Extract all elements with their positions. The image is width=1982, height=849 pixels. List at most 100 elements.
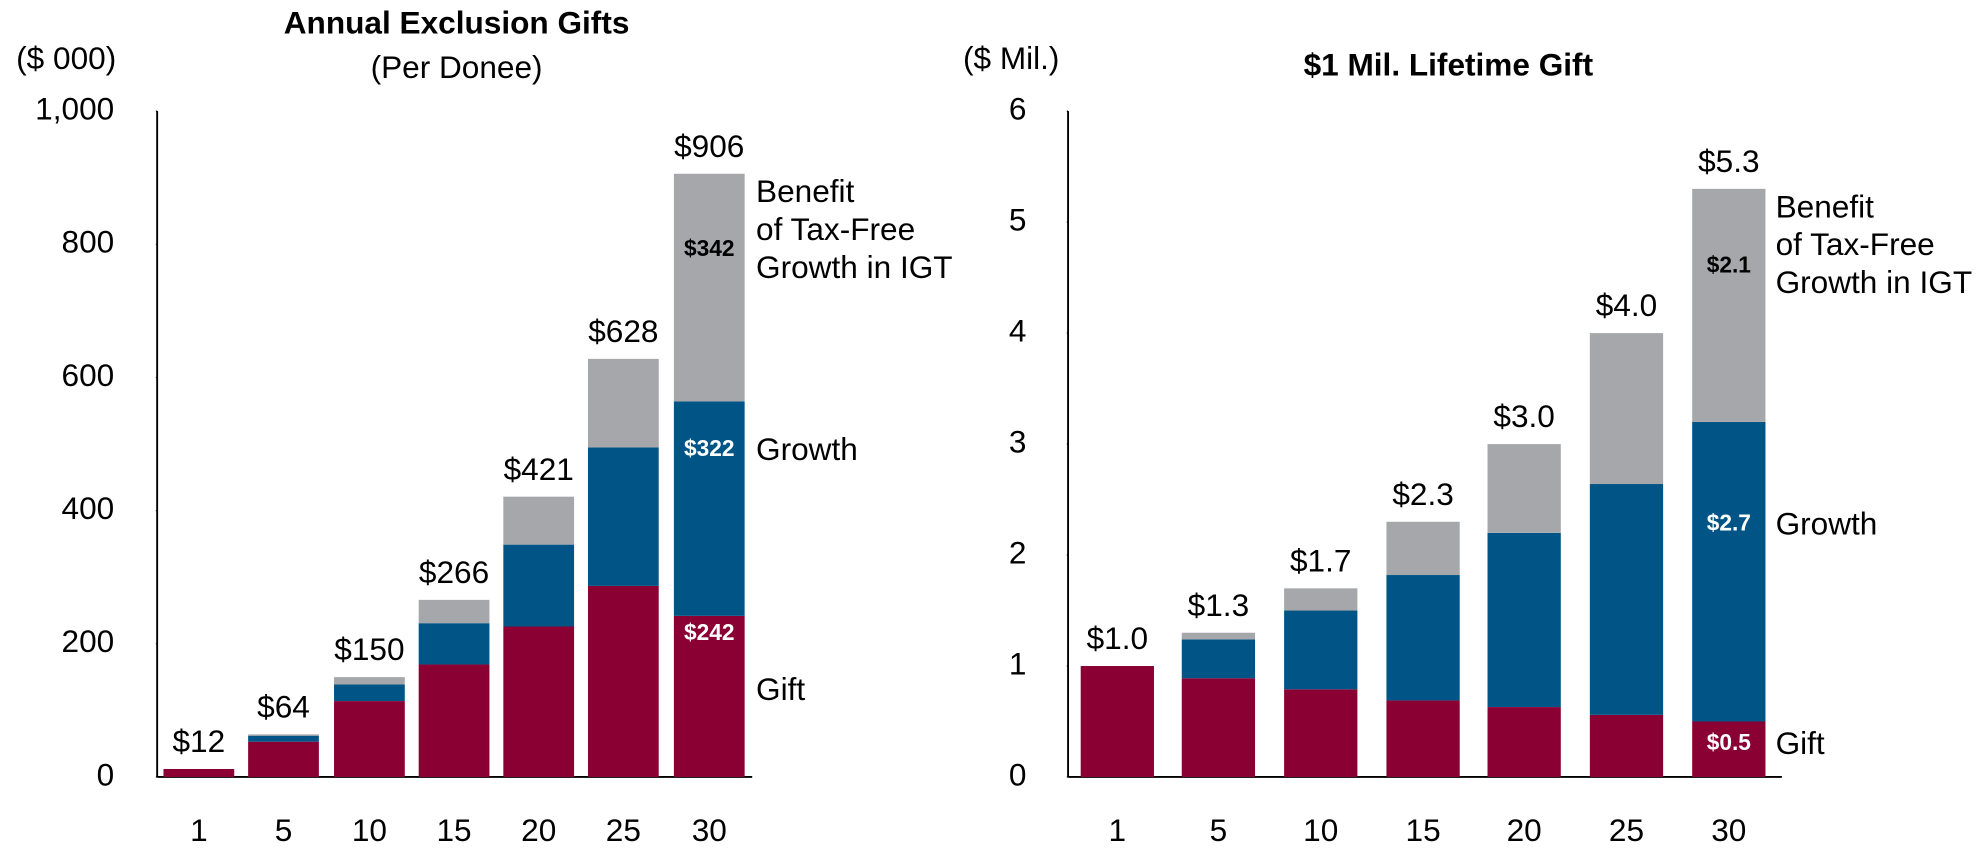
total-label: $906 (674, 128, 744, 164)
y-tick-label: 800 (62, 224, 115, 260)
bar-segment (1284, 689, 1358, 777)
bar-segment (418, 623, 490, 665)
total-label: $3.0 (1493, 398, 1554, 434)
bar-segment (1386, 575, 1460, 701)
y-tick-label: 400 (62, 490, 115, 526)
segment-label: $2.7 (1707, 509, 1751, 535)
total-label: $150 (334, 631, 404, 667)
y-tick-label: 2 (1009, 534, 1027, 570)
legend-label: Benefit of Tax-Free Growth in IGT (1775, 189, 1973, 301)
bar-segment (587, 585, 659, 777)
total-label: $5.3 (1698, 143, 1759, 179)
bar-segment (1692, 188, 1766, 422)
bar-segment (673, 615, 745, 777)
x-tick-label: 30 (692, 812, 727, 848)
y-tick-label: 0 (97, 756, 115, 792)
bar-segment (1386, 521, 1460, 576)
bar-segment (503, 544, 575, 627)
bar-segment (1589, 714, 1664, 777)
x-tick-label: 25 (606, 812, 641, 848)
chart-title: Annual Exclusion Gifts (284, 5, 630, 41)
bar-segment (1487, 707, 1561, 777)
y-unit-label: ($ Mil.) (963, 40, 1059, 76)
total-label: $12 (173, 723, 226, 759)
legend-label: Growth (756, 432, 858, 468)
x-tick-label: 5 (275, 812, 293, 848)
bar-segment (334, 701, 405, 777)
legend-label: Benefit of Tax-Free Growth in IGT (756, 174, 953, 286)
chart-title: $1 Mil. Lifetime Gift (1304, 46, 1594, 82)
legend-entry: Growth (1775, 506, 1878, 542)
bar-segment (334, 684, 405, 702)
bar-segment (1487, 444, 1561, 533)
legend-entry: Growth (756, 432, 858, 468)
bar-segment (1589, 484, 1664, 715)
bar-segment (503, 496, 575, 545)
y-tick-label: 3 (1009, 423, 1027, 459)
segment-label: $322 (684, 435, 735, 461)
bar-segment (248, 734, 319, 736)
bar-segment (673, 401, 745, 616)
legend-entry: Benefit of Tax-Free Growth in IGT (1775, 189, 1973, 301)
segment-label: $0.5 (1707, 729, 1752, 755)
x-tick-label: 25 (1609, 812, 1644, 848)
bar-segment (503, 626, 575, 777)
segment-label: $2.1 (1707, 252, 1752, 278)
x-tick-label: 20 (1507, 812, 1542, 848)
bar-segment (1692, 721, 1766, 777)
bar-segment (334, 677, 405, 685)
bar-segment (1284, 610, 1358, 690)
bar-segment (248, 735, 319, 742)
y-tick-label: 5 (1009, 201, 1027, 237)
y-unit-label: ($ 000) (16, 40, 116, 76)
bar-segment (418, 599, 490, 624)
bar-segment (1181, 678, 1256, 777)
total-label: $4.0 (1596, 287, 1657, 323)
bar-segment (1487, 532, 1561, 708)
bar-segment (587, 358, 659, 448)
x-tick-label: 10 (352, 812, 387, 848)
x-tick-label: 1 (190, 812, 208, 848)
bar-segment (1284, 588, 1358, 611)
total-label: $1.3 (1188, 587, 1249, 623)
chart-subtitle: (Per Donee) (371, 49, 543, 85)
bar-segment (1181, 632, 1256, 640)
total-label: $266 (419, 554, 489, 590)
bar-segment (163, 768, 235, 777)
bar-segment (1181, 639, 1256, 679)
bar-segment (1080, 666, 1154, 777)
bar-segment (1692, 421, 1766, 722)
legend-label: Growth (1775, 506, 1878, 542)
x-tick-label: 15 (1406, 812, 1441, 848)
total-label: $1.0 (1087, 620, 1148, 656)
legend-entry: Benefit of Tax-Free Growth in IGT (756, 174, 953, 286)
bar-segment (1589, 333, 1664, 485)
bar-segment (673, 173, 745, 402)
y-tick-label: 4 (1009, 312, 1027, 348)
x-tick-label: 20 (521, 812, 556, 848)
y-tick-label: 200 (62, 623, 115, 659)
total-label: $2.3 (1392, 476, 1453, 512)
bar-segment (248, 741, 319, 777)
y-tick-label: 1,000 (35, 91, 114, 127)
x-tick-label: 1 (1109, 812, 1127, 848)
y-tick-label: 0 (1009, 756, 1027, 792)
y-tick-label: 1 (1009, 645, 1027, 681)
x-tick-label: 30 (1711, 812, 1746, 848)
segment-label: $342 (684, 235, 735, 261)
y-tick-label: 600 (62, 357, 115, 393)
legend-entry: Gift (756, 672, 806, 708)
legend-label: Gift (1775, 726, 1825, 762)
x-tick-label: 15 (436, 812, 471, 848)
bar-segment (1386, 700, 1460, 777)
total-label: $64 (257, 688, 310, 724)
x-tick-label: 5 (1210, 812, 1228, 848)
legend-label: Gift (756, 672, 806, 708)
bar-segment (587, 447, 659, 586)
bar-segment (418, 664, 490, 777)
legend-entry: Gift (1775, 726, 1825, 762)
segment-label: $242 (684, 619, 735, 645)
total-label: $1.7 (1290, 542, 1351, 578)
total-label: $421 (504, 451, 574, 487)
